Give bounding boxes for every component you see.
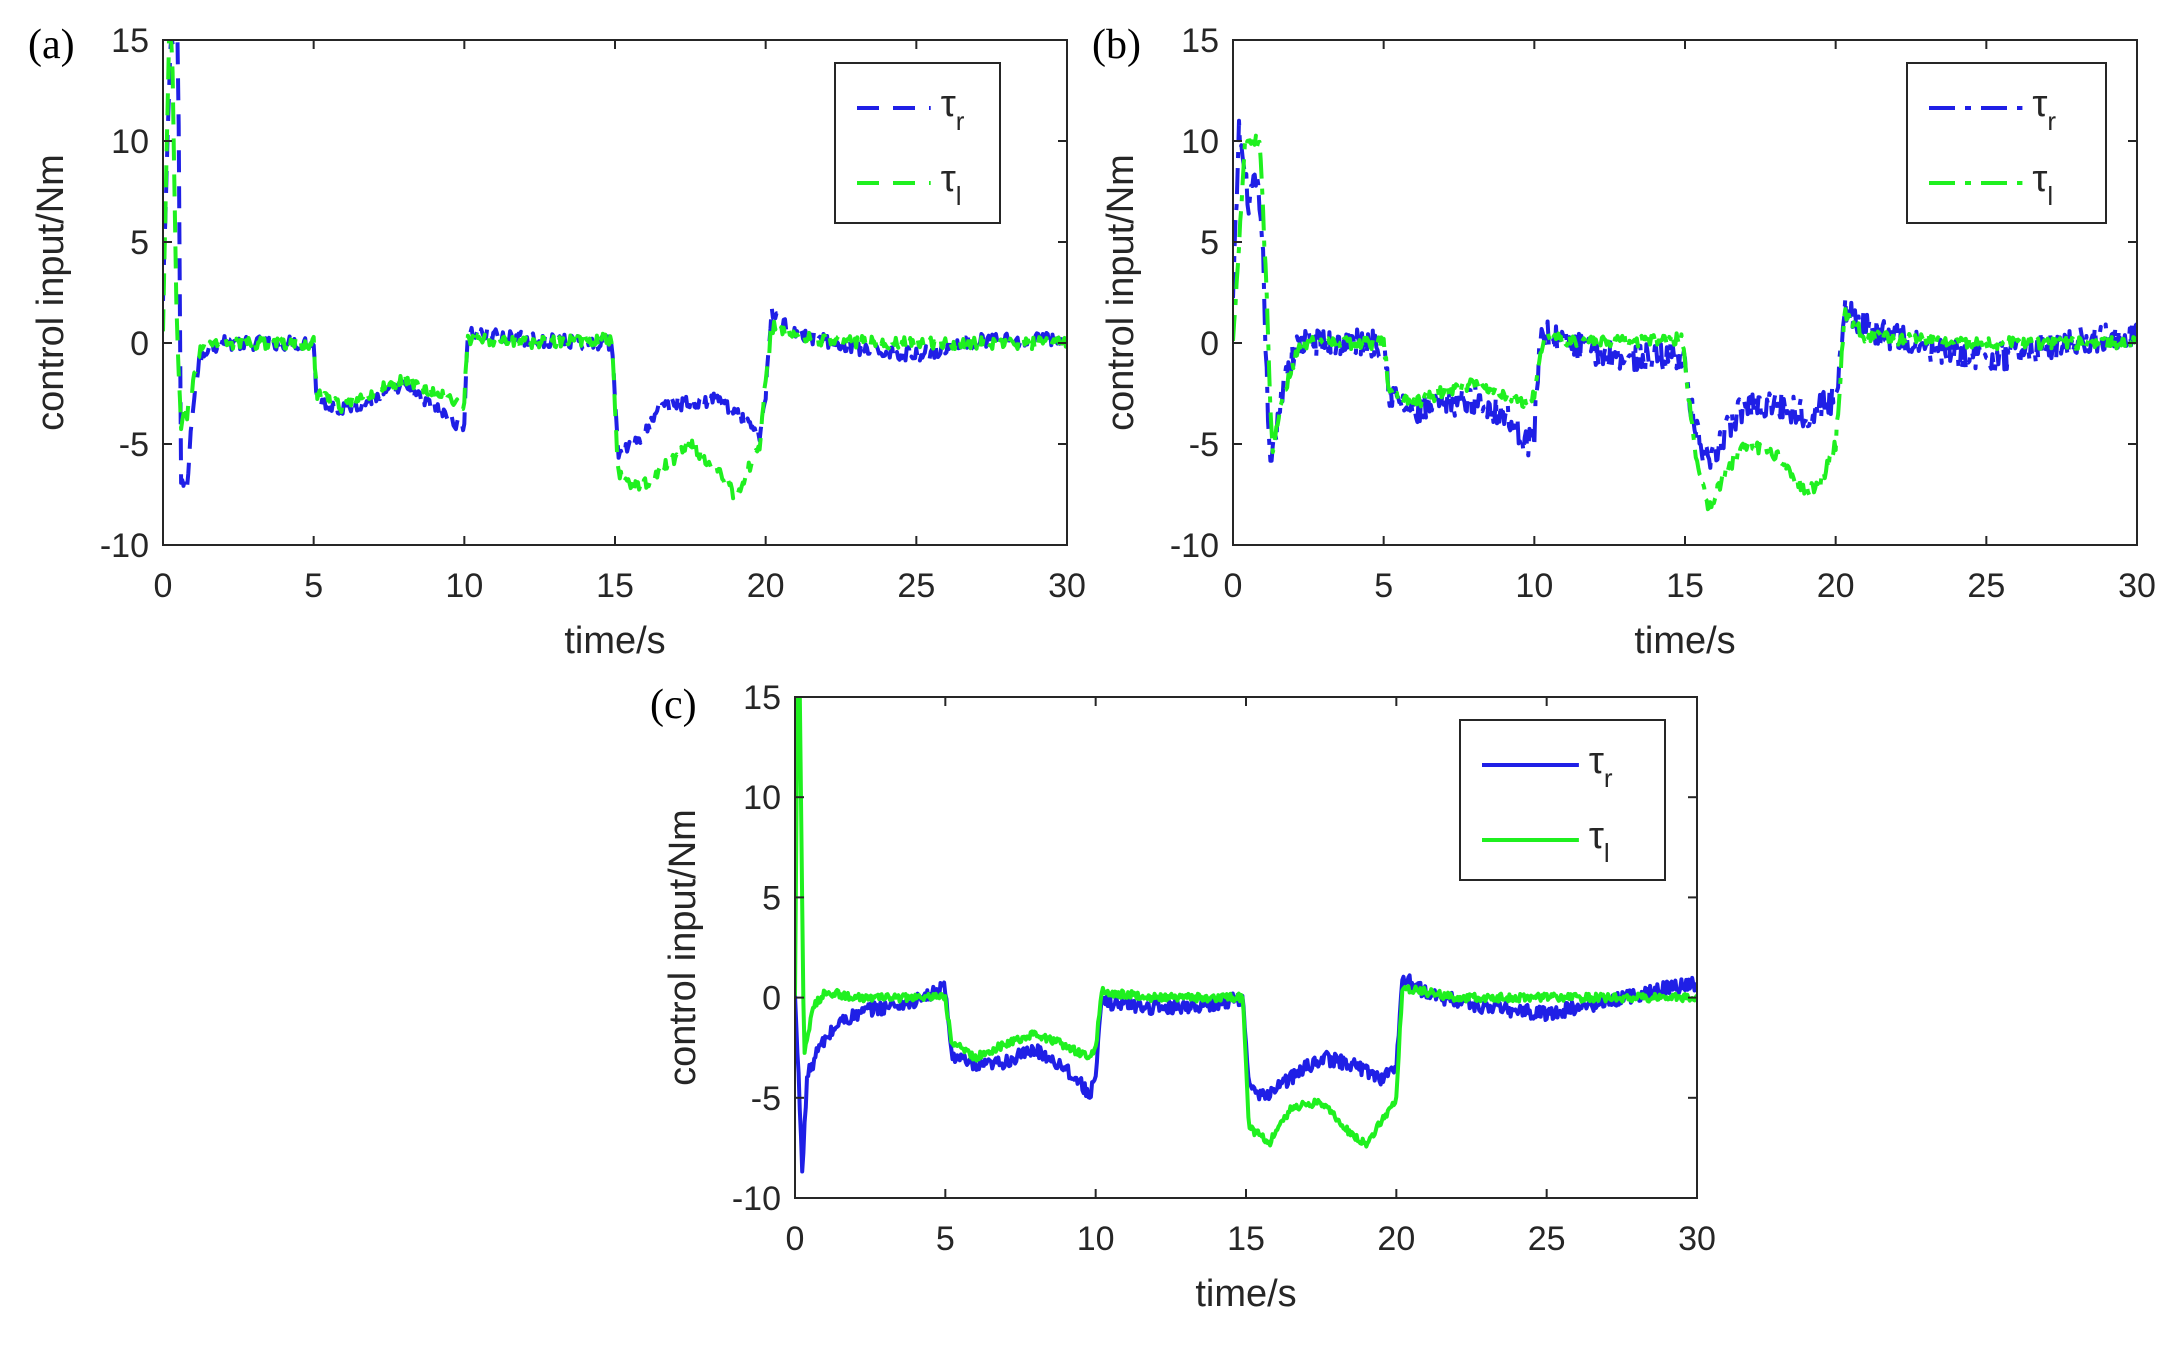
chart-panel-a: 0 5 10 15 20 25 30 -10 -5 0 5 10 15 time/s control inp… — [28, 22, 1086, 662]
y-tick-label: 0 — [762, 980, 781, 1018]
x-tick-label: 10 — [1515, 567, 1553, 605]
y-tick-label: -10 — [1170, 527, 1219, 565]
x-tick-label: 5 — [936, 1220, 955, 1258]
x-tick-label: 15 — [1227, 1220, 1265, 1258]
x-tick-label: 0 — [1224, 567, 1243, 605]
legend-box — [1906, 62, 2107, 224]
x-tick-label: 10 — [1077, 1220, 1115, 1258]
x-axis-label: time/s — [564, 620, 665, 662]
y-tick-label: 0 — [1200, 325, 1219, 363]
y-tick-label: 5 — [762, 879, 781, 917]
y-tick-label: 15 — [1181, 22, 1219, 60]
y-tick-label: 5 — [1200, 224, 1219, 262]
y-tick-label: 10 — [1181, 123, 1219, 161]
y-axis-label: control input/Nm — [30, 154, 72, 431]
y-tick-label: -5 — [119, 426, 149, 464]
x-tick-label: 15 — [596, 567, 634, 605]
y-tick-label: 5 — [130, 224, 149, 262]
x-tick-label: 15 — [1666, 567, 1704, 605]
series-line-a-l — [163, 40, 1067, 501]
x-tick-label: 30 — [1678, 1220, 1716, 1258]
y-tick-label: -10 — [732, 1180, 781, 1218]
y-tick-label: -10 — [100, 527, 149, 565]
y-axis-label: control input/Nm — [662, 809, 704, 1086]
x-axis-label: time/s — [1195, 1273, 1296, 1315]
x-tick-label: 25 — [897, 567, 935, 605]
y-tick-label: 15 — [743, 679, 781, 717]
panel-label: (b) — [1092, 22, 1141, 68]
x-axis-label: time/s — [1634, 620, 1735, 662]
x-tick-label: 5 — [304, 567, 323, 605]
legend-box — [834, 62, 1001, 224]
x-tick-label: 25 — [1528, 1220, 1566, 1258]
y-axis-label: control input/Nm — [1100, 154, 1142, 431]
x-tick-label: 20 — [747, 567, 785, 605]
panel-label: (a) — [28, 22, 75, 68]
x-tick-label: 30 — [2118, 567, 2156, 605]
series-line-a-r — [163, 40, 1067, 491]
x-tick-label: 25 — [1967, 567, 2005, 605]
chart-panel-c: 0 5 10 15 20 25 30 -10 -5 0 5 10 15 time/s control inp… — [650, 679, 1716, 1315]
series-line-c-l — [795, 697, 1697, 1149]
x-tick-label: 5 — [1374, 567, 1393, 605]
x-tick-label: 30 — [1048, 567, 1086, 605]
chart-panel-b: 0 5 10 15 20 25 30 -10 -5 0 5 10 15 time/s control inp… — [1092, 22, 2156, 662]
x-tick-label: 10 — [445, 567, 483, 605]
y-tick-label: -5 — [751, 1080, 781, 1118]
y-tick-label: 10 — [743, 779, 781, 817]
y-tick-label: 0 — [130, 325, 149, 363]
panel-label: (c) — [650, 682, 697, 728]
series-line-b-l — [1233, 133, 2137, 512]
x-tick-label: 20 — [1377, 1220, 1415, 1258]
y-tick-label: -5 — [1189, 426, 1219, 464]
x-tick-label: 20 — [1817, 567, 1855, 605]
x-tick-label: 0 — [154, 567, 173, 605]
x-tick-label: 0 — [786, 1220, 805, 1258]
legend-box — [1459, 719, 1666, 881]
y-tick-label: 10 — [111, 123, 149, 161]
y-tick-label: 15 — [111, 22, 149, 60]
